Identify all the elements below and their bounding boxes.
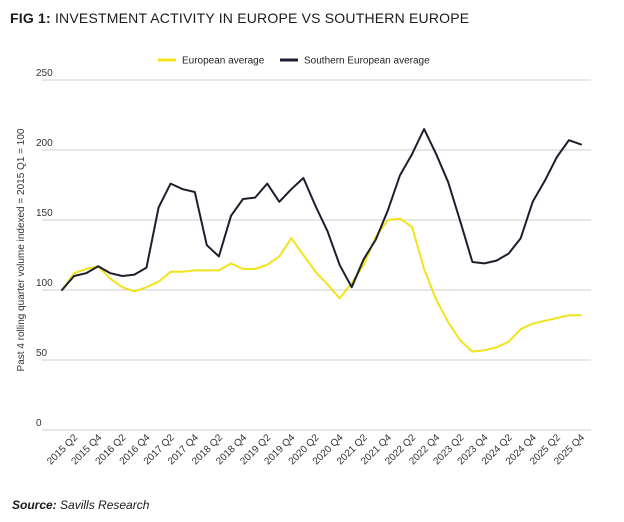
y-tick-200: 200 xyxy=(36,138,53,149)
legend-label-european-average: European average xyxy=(182,56,265,67)
source-note: Source: Savills Research xyxy=(12,498,149,512)
source-text: Savills Research xyxy=(60,498,150,512)
y-tick-250: 250 xyxy=(36,68,53,79)
series-lines xyxy=(61,128,582,353)
source-label: Source: xyxy=(12,498,57,512)
y-tick-0: 0 xyxy=(36,418,42,429)
series-line-southern-european-average xyxy=(61,128,582,291)
y-tick-50: 50 xyxy=(36,348,48,359)
line-chart: European average Southern European averag… xyxy=(16,56,591,467)
series-line-european-average xyxy=(61,217,582,353)
y-axis-tick-labels: 0 50 100 150 200 250 xyxy=(36,68,53,429)
y-axis-title: Past 4 rolling quarter volume indexed = … xyxy=(16,128,27,371)
figure-title: FIG 1: INVESTMENT ACTIVITY IN EUROPE VS … xyxy=(10,10,469,26)
figure-number: FIG 1: xyxy=(10,10,51,26)
gridlines xyxy=(42,79,591,431)
legend: European average Southern European averag… xyxy=(158,56,430,67)
y-tick-100: 100 xyxy=(36,278,53,289)
y-tick-150: 150 xyxy=(36,208,53,219)
legend-label-southern-european-average: Southern European average xyxy=(304,56,430,67)
figure-title-text: INVESTMENT ACTIVITY IN EUROPE VS SOUTHER… xyxy=(54,10,470,26)
